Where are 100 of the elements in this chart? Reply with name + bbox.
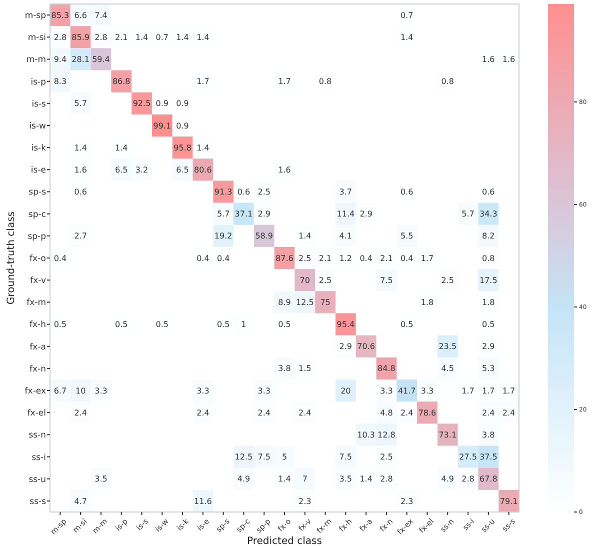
data-label: 2.9 [360,210,372,219]
data-label: 91.3 [214,188,232,197]
data-label: 0.6 [400,188,414,197]
data-label: 0.8 [441,77,454,86]
data-label: 1.4 [196,32,210,42]
data-label: 4.7 [74,496,87,506]
data-label: 8.3 [54,77,67,86]
y-tick-label: ss-s [30,496,47,507]
data-label: 8.2 [482,232,495,241]
data-label: 7.5 [258,452,270,462]
y-tick-label: m-m [26,55,46,66]
data-label: 3.5 [94,474,108,484]
data-label: 0.6 [237,188,250,197]
data-label: 3.3 [380,386,393,396]
data-label: 19.2 [214,232,232,241]
data-label: 2.8 [94,32,108,42]
data-label: 86.8 [112,77,130,86]
y-tick-label: fx-o [30,254,46,264]
data-label: 0.7 [156,32,169,42]
data-label: 0.5 [54,320,67,330]
y-tick-label: m-sp [24,11,46,22]
data-label: 3.7 [339,188,352,197]
data-label: 2.3 [400,496,414,506]
data-label: 41.7 [398,386,416,396]
data-label: 2.4 [196,408,210,418]
data-label: 2.8 [54,32,67,42]
data-label: 1.4 [115,143,128,152]
data-label: 0.4 [196,254,210,263]
data-label: 2.8 [380,474,393,484]
data-label: 6.5 [176,165,189,174]
data-label: 4.5 [441,364,454,374]
data-label: 2.4 [258,408,270,418]
data-label: 1.4 [360,474,372,484]
x-axis-title: Predicted class [247,536,322,546]
data-label: 0.5 [400,320,414,330]
y-tick-label: ss-i [32,452,46,463]
data-label: 70 [300,276,310,285]
data-label: 1.6 [482,55,495,64]
data-label: 0.9 [176,99,189,108]
data-label: 73.1 [438,430,457,440]
data-label: 1.7 [196,77,210,86]
data-label: 7.5 [380,276,393,285]
data-label: 27.5 [459,452,477,462]
y-tick-label: sp-c [28,210,46,220]
data-label: 3.3 [420,386,434,396]
data-label: 85.3 [51,10,70,20]
data-label: 78.6 [418,408,436,418]
data-label: 0.4 [360,254,372,263]
y-tick-label: ss-n [28,430,46,441]
data-label: 2.5 [258,188,270,197]
data-label: 67.8 [480,474,498,484]
data-label: 3.3 [196,386,210,396]
data-label: 0.6 [74,188,87,197]
data-label: 23.5 [438,342,457,352]
data-label: 75 [320,298,330,307]
data-label: 2.4 [482,408,495,418]
data-label: 2.7 [74,232,87,241]
data-label: 4.1 [339,232,352,241]
data-label: 12.5 [296,298,314,307]
y-tick-label: is-k [31,144,46,154]
data-label: 2.5 [380,452,393,462]
data-label: 2.4 [400,408,414,418]
data-label: 1.7 [278,77,291,86]
data-label: 37.5 [480,452,498,462]
data-label: 1.4 [74,143,87,152]
data-label: 12.8 [378,430,396,440]
data-label: 5.3 [482,364,495,374]
data-label: 0.8 [318,77,332,86]
data-label: 1.7 [482,386,495,396]
data-label: 9.4 [54,55,67,64]
data-label: 1.7 [420,254,434,263]
data-label: 5 [282,452,288,462]
data-label: 79.1 [500,496,518,506]
y-tick-label: sp-p [28,232,46,242]
data-label: 2.9 [482,342,495,352]
data-label: 1.7 [462,386,474,396]
data-label: 84.8 [378,364,396,374]
data-label: 34.3 [480,210,498,219]
data-label: 0.5 [278,320,291,330]
data-label: 1 [241,320,246,330]
y-tick-label: fx-h [30,320,46,330]
data-label: 0.5 [115,320,128,330]
data-label: 2.1 [380,254,393,263]
data-label: 10.3 [357,430,375,440]
data-label: 4.8 [380,408,393,418]
data-label: 7.4 [94,10,108,20]
data-label: 2.5 [441,276,454,285]
data-label: 0.9 [176,121,189,130]
data-label: 3.8 [482,430,495,440]
data-label: 2.4 [298,408,312,418]
data-label: 3.3 [258,386,270,396]
data-label: 6.5 [115,165,128,174]
data-label: 1.4 [278,474,291,484]
data-label: 95.4 [336,320,355,330]
data-label: 1.8 [420,298,434,307]
data-label: 0.5 [216,320,230,330]
data-label: 10 [75,386,86,396]
data-label: 8.9 [278,298,291,307]
data-label: 0.4 [216,254,230,263]
data-label: 0.5 [482,320,495,330]
